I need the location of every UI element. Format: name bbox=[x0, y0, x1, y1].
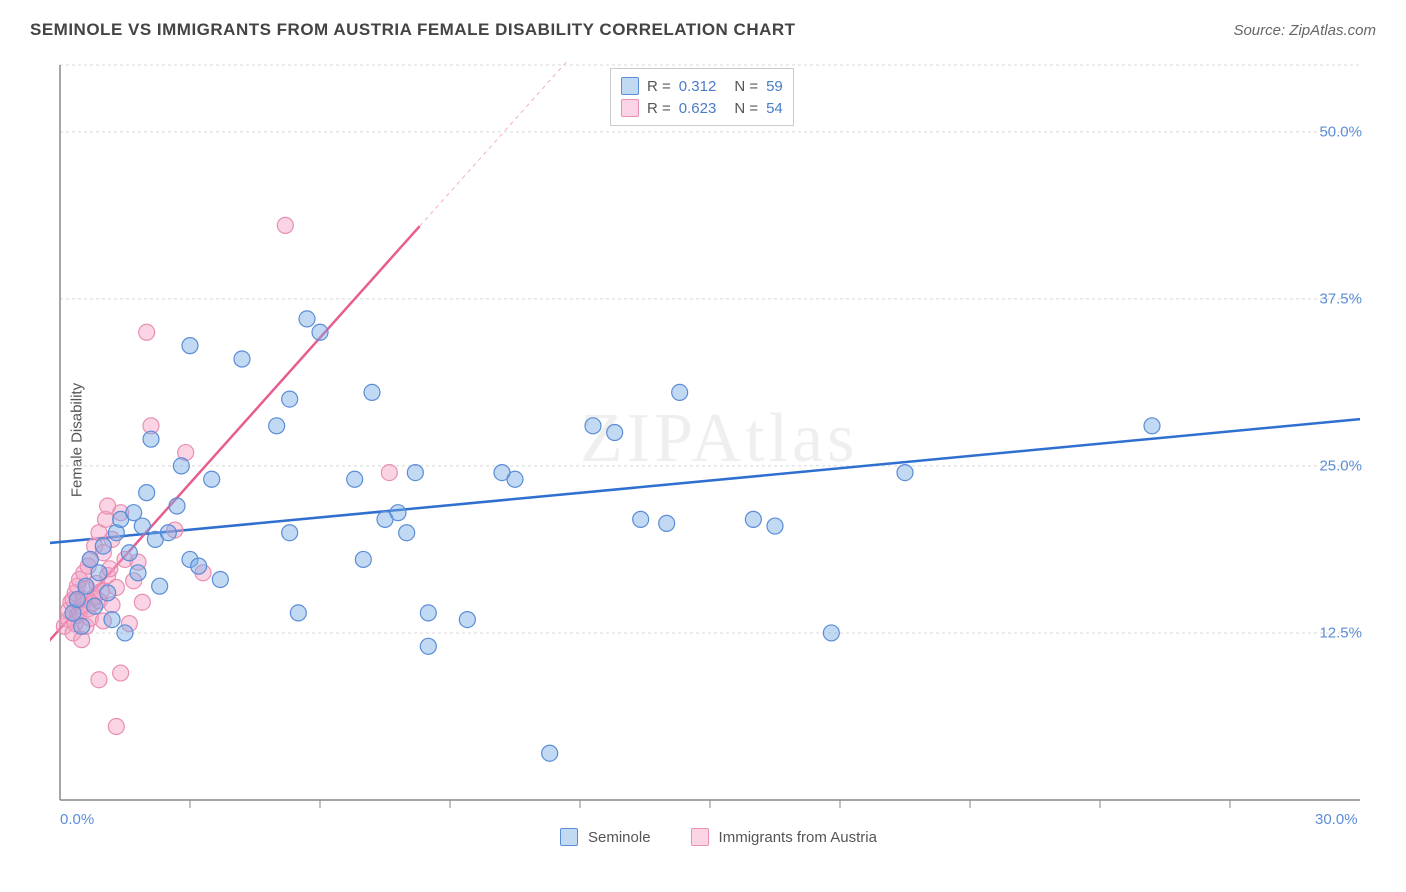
legend-bottom-swatch-1 bbox=[691, 828, 709, 846]
legend-swatch-1 bbox=[621, 99, 639, 117]
legend-stats-row-1: R = 0.623 N = 54 bbox=[621, 97, 783, 119]
chart-title: SEMINOLE VS IMMIGRANTS FROM AUSTRIA FEMA… bbox=[30, 20, 796, 40]
n-label-0: N = bbox=[734, 78, 758, 95]
y-tick-label: 37.5% bbox=[1319, 290, 1362, 307]
chart-header: SEMINOLE VS IMMIGRANTS FROM AUSTRIA FEMA… bbox=[0, 0, 1406, 50]
chart-area: Female Disability ZIPAtlas R = 0.312 N =… bbox=[50, 60, 1370, 820]
legend-stats-row-0: R = 0.312 N = 59 bbox=[621, 75, 783, 97]
y-tick-label: 12.5% bbox=[1319, 624, 1362, 641]
n-value-1: 54 bbox=[766, 100, 783, 117]
legend-swatch-0 bbox=[621, 77, 639, 95]
y-tick-label: 50.0% bbox=[1319, 123, 1362, 140]
chart-source: Source: ZipAtlas.com bbox=[1233, 22, 1376, 39]
r-label-1: R = bbox=[647, 100, 671, 117]
n-value-0: 59 bbox=[766, 78, 783, 95]
x-tick-label: 30.0% bbox=[1315, 811, 1358, 828]
legend-stats-box: R = 0.312 N = 59 R = 0.623 N = 54 bbox=[610, 68, 794, 126]
r-value-0: 0.312 bbox=[679, 78, 717, 95]
scatter-plot-svg bbox=[50, 60, 1370, 820]
y-tick-label: 25.0% bbox=[1319, 457, 1362, 474]
legend-bottom-label-1: Immigrants from Austria bbox=[719, 829, 877, 846]
x-tick-label: 0.0% bbox=[60, 811, 94, 828]
r-label-0: R = bbox=[647, 78, 671, 95]
legend-bottom-label-0: Seminole bbox=[588, 829, 651, 846]
legend-series-box: Seminole Immigrants from Austria bbox=[560, 828, 877, 846]
r-value-1: 0.623 bbox=[679, 100, 717, 117]
legend-bottom-swatch-0 bbox=[560, 828, 578, 846]
n-label-1: N = bbox=[734, 100, 758, 117]
